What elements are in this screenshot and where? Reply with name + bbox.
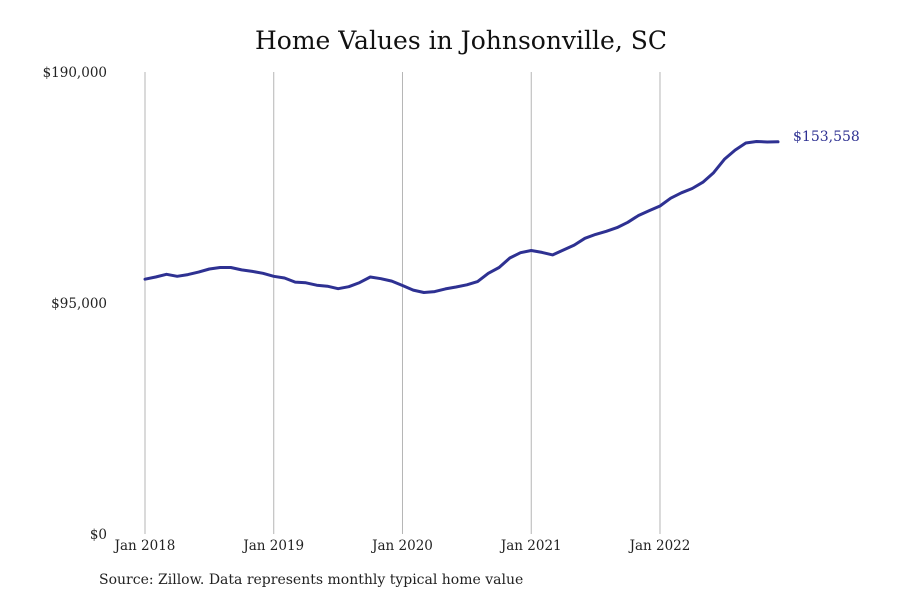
- data-point: [508, 257, 511, 259]
- y-axis-ticks: $0 $95,000 $190,000: [43, 65, 107, 543]
- data-point: [176, 275, 179, 278]
- x-tick-label: Jan 2021: [499, 538, 562, 554]
- data-point: [573, 244, 576, 247]
- data-point: [465, 283, 468, 286]
- data-point: [272, 275, 275, 278]
- data-point: [455, 286, 458, 288]
- y-tick-label: $190,000: [43, 65, 107, 81]
- data-point: [390, 280, 393, 283]
- data-point: [712, 171, 715, 174]
- data-point: [144, 278, 146, 281]
- data-point: [197, 271, 200, 274]
- data-point: [380, 277, 382, 280]
- data-point: [701, 181, 704, 184]
- data-point: [262, 272, 264, 275]
- data-point: [315, 284, 318, 287]
- data-point: [637, 214, 640, 217]
- chart-title: Home Values in Johnsonville, SC: [255, 26, 667, 55]
- data-point: [208, 268, 211, 270]
- data-point: [519, 251, 522, 254]
- data-point: [358, 281, 361, 284]
- x-axis-ticks: Jan 2018 Jan 2019 Jan 2020 Jan 2021 Jan 2022: [113, 538, 691, 554]
- data-point: [777, 140, 779, 143]
- data-point: [766, 141, 769, 143]
- data-point: [283, 277, 286, 279]
- data-point: [433, 290, 436, 293]
- data-point: [541, 251, 543, 254]
- data-point: [154, 276, 157, 278]
- x-tick-label: Jan 2019: [241, 538, 304, 554]
- data-point: [165, 273, 168, 276]
- source-note: Source: Zillow. Data represents monthly …: [99, 572, 524, 588]
- data-point: [240, 269, 243, 271]
- data-point: [723, 158, 726, 161]
- data-point: [476, 280, 479, 283]
- data-point: [229, 266, 232, 269]
- data-point: [680, 191, 683, 194]
- data-point: [616, 226, 618, 229]
- data-point: [755, 140, 758, 143]
- data-point: [487, 272, 490, 275]
- x-tick-label: Jan 2022: [628, 538, 691, 554]
- data-point: [401, 284, 404, 287]
- y-tick-label: $0: [90, 527, 107, 543]
- data-point: [659, 205, 661, 207]
- data-point: [305, 281, 307, 284]
- data-point: [583, 237, 586, 240]
- x-tick-label: Jan 2020: [370, 538, 433, 554]
- data-point: [347, 285, 350, 288]
- data-point: [594, 233, 597, 236]
- series-line: [143, 140, 780, 294]
- data-point: [251, 270, 254, 273]
- data-point: [691, 187, 694, 190]
- data-point: [369, 276, 372, 278]
- data-point: [648, 209, 651, 212]
- data-point: [744, 142, 747, 144]
- data-point: [530, 249, 533, 252]
- x-tick-label: Jan 2018: [113, 538, 176, 554]
- data-point: [734, 149, 736, 151]
- data-point: [551, 253, 554, 256]
- end-value-label: $153,558: [793, 129, 860, 145]
- data-point: [294, 281, 297, 283]
- data-point: [444, 287, 447, 290]
- data-point: [423, 291, 425, 294]
- data-point: [219, 266, 222, 269]
- data-point: [412, 289, 415, 292]
- data-point: [337, 287, 340, 290]
- series-layer: $153,558: [143, 129, 860, 294]
- data-point: [562, 249, 565, 251]
- data-point: [669, 197, 672, 200]
- data-point: [498, 266, 500, 269]
- data-point: [605, 230, 608, 233]
- data-point: [626, 221, 629, 224]
- y-tick-label: $95,000: [51, 296, 107, 312]
- data-point: [326, 285, 329, 288]
- data-point: [187, 273, 189, 276]
- grid-layer: [144, 72, 661, 534]
